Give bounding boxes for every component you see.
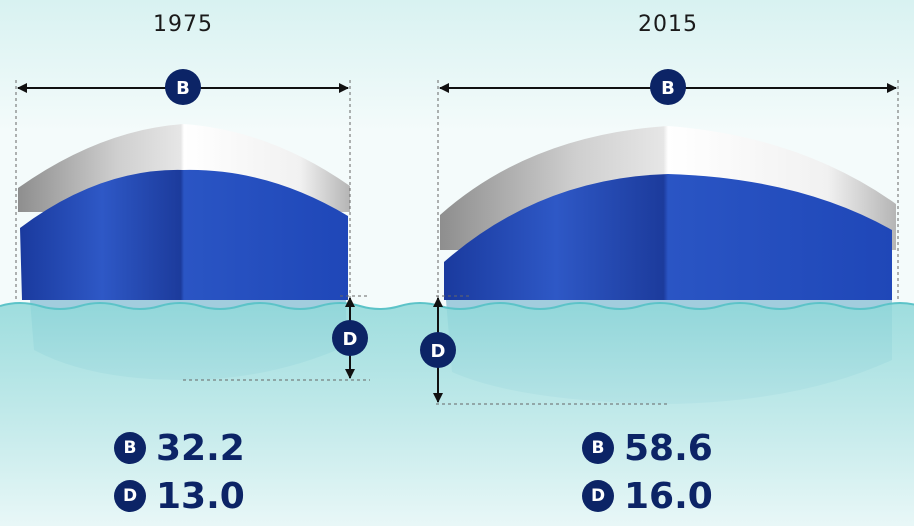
beam-badge-2015-label: B [661, 78, 675, 99]
draft-badge-2015: D [420, 332, 456, 368]
hull-1975 [20, 169, 348, 300]
draft-badge-1975: D [332, 320, 368, 356]
beam-badge-1975: B [165, 69, 201, 105]
waterline-wave [0, 302, 914, 310]
draft-badge-2015-label: D [431, 341, 446, 362]
beam-value-2015: 58.6 [624, 427, 713, 469]
spec-beam-1975: B 32.2 [114, 426, 245, 470]
draft-value-2015: 16.0 [624, 475, 713, 517]
beam-legend-badge-2015: B [582, 432, 614, 464]
draft-legend-badge-2015: D [582, 480, 614, 512]
sea-surface [0, 303, 914, 526]
draft-value-1975: 13.0 [156, 475, 245, 517]
hull-2015 [444, 174, 892, 300]
beam-legend-badge-1975: B [114, 432, 146, 464]
draft-badge-1975-label: D [343, 329, 358, 350]
year-label-2015: 2015 [638, 12, 698, 37]
guide-lines [15, 80, 899, 405]
spec-beam-2015: B 58.6 [582, 426, 713, 470]
beam-badge-1975-label: B [176, 78, 190, 99]
year-label-1975: 1975 [153, 12, 213, 37]
spec-draft-2015: D 16.0 [582, 474, 713, 518]
spec-draft-1975: D 13.0 [114, 474, 245, 518]
draft-legend-badge-1975: D [114, 480, 146, 512]
beam-value-1975: 32.2 [156, 427, 245, 469]
beam-badge-2015: B [650, 69, 686, 105]
